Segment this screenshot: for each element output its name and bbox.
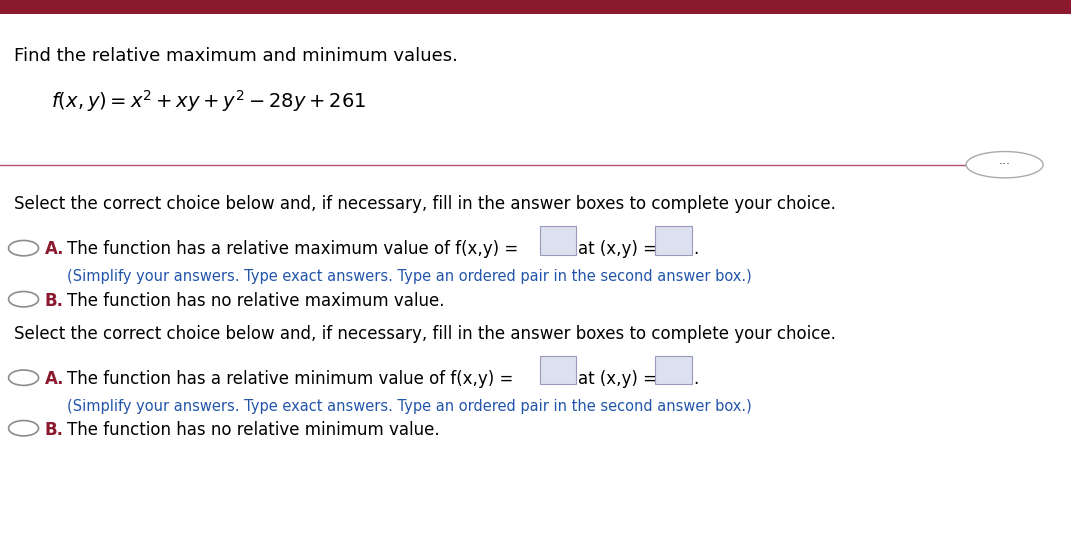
- Circle shape: [9, 292, 39, 307]
- Text: The function has a relative minimum value of f(x,y) =: The function has a relative minimum valu…: [67, 370, 514, 388]
- Text: $f(x,y) = x^2 + xy + y^2 - 28y + 261$: $f(x,y) = x^2 + xy + y^2 - 28y + 261$: [51, 88, 366, 114]
- Circle shape: [9, 240, 39, 256]
- Text: .: .: [693, 370, 698, 388]
- Text: The function has no relative maximum value.: The function has no relative maximum val…: [67, 292, 444, 310]
- FancyBboxPatch shape: [540, 226, 576, 255]
- Text: B.: B.: [45, 292, 64, 310]
- Text: ···: ···: [998, 158, 1011, 171]
- Circle shape: [9, 421, 39, 436]
- Text: at (x,y) =: at (x,y) =: [578, 240, 658, 259]
- FancyBboxPatch shape: [655, 226, 692, 255]
- Ellipse shape: [966, 152, 1043, 178]
- FancyBboxPatch shape: [540, 356, 576, 384]
- FancyBboxPatch shape: [655, 356, 692, 384]
- Circle shape: [9, 370, 39, 385]
- FancyBboxPatch shape: [0, 0, 1071, 14]
- Text: A.: A.: [45, 240, 64, 259]
- Text: (Simplify your answers. Type exact answers. Type an ordered pair in the second a: (Simplify your answers. Type exact answe…: [67, 399, 752, 413]
- Text: .: .: [693, 240, 698, 259]
- Text: B.: B.: [45, 421, 64, 439]
- Text: A.: A.: [45, 370, 64, 388]
- Text: The function has a relative maximum value of f(x,y) =: The function has a relative maximum valu…: [67, 240, 518, 259]
- Text: Select the correct choice below and, if necessary, fill in the answer boxes to c: Select the correct choice below and, if …: [14, 325, 835, 343]
- Text: The function has no relative minimum value.: The function has no relative minimum val…: [67, 421, 440, 439]
- Text: (Simplify your answers. Type exact answers. Type an ordered pair in the second a: (Simplify your answers. Type exact answe…: [67, 269, 752, 284]
- Text: Find the relative maximum and minimum values.: Find the relative maximum and minimum va…: [14, 47, 457, 65]
- Text: Select the correct choice below and, if necessary, fill in the answer boxes to c: Select the correct choice below and, if …: [14, 195, 835, 213]
- Text: at (x,y) =: at (x,y) =: [578, 370, 658, 388]
